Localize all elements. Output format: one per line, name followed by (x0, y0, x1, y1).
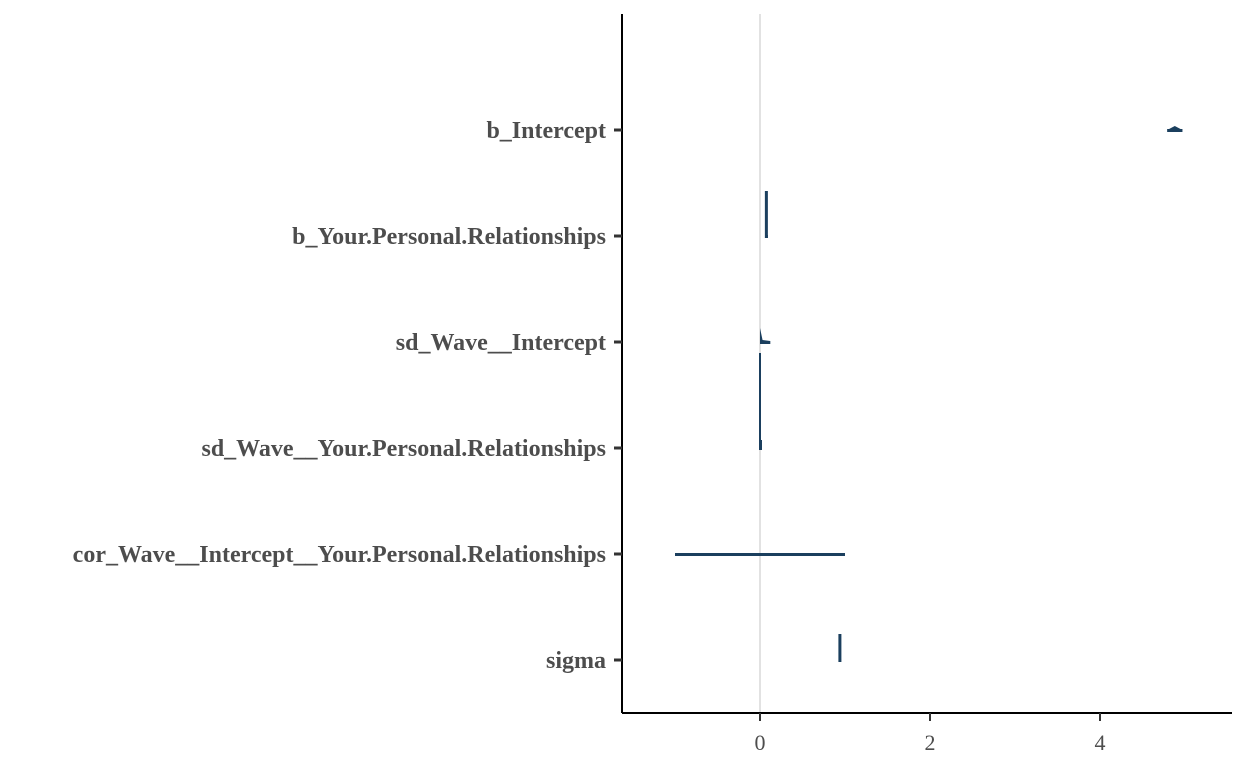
param-row (764, 191, 768, 238)
x-tick-label: 2 (925, 730, 936, 755)
y-tick-label: sigma (546, 648, 606, 674)
y-tick-label: b_Intercept (486, 118, 606, 144)
x-axis-ticks: 0 2 4 (755, 713, 1106, 755)
y-tick-label: sd_Wave__Your.Personal.Relationships (201, 436, 606, 462)
interval-bar (675, 553, 845, 556)
x-tick-label: 4 (1095, 730, 1106, 755)
param-row (759, 353, 762, 450)
density-mark (1167, 126, 1183, 130)
interval-bar (1167, 129, 1183, 132)
y-axis-ticks: b_Intercept b_Your.Personal.Relationships… (73, 118, 622, 674)
density-mark (760, 328, 771, 344)
y-tick-label: b_Your.Personal.Relationships (292, 224, 606, 250)
param-row (838, 634, 842, 662)
param-row (675, 553, 845, 556)
y-tick-label: sd_Wave__Intercept (396, 330, 606, 356)
interval-marks (675, 126, 1183, 662)
density-mark (760, 440, 762, 450)
y-tick-label: cor_Wave__Intercept__Your.Personal.Relat… (73, 542, 606, 568)
param-row (1167, 126, 1183, 132)
density-mark (764, 191, 768, 238)
density-mark (759, 353, 761, 450)
x-tick-label: 0 (755, 730, 766, 755)
param-row (760, 328, 771, 344)
density-mark (838, 634, 842, 662)
